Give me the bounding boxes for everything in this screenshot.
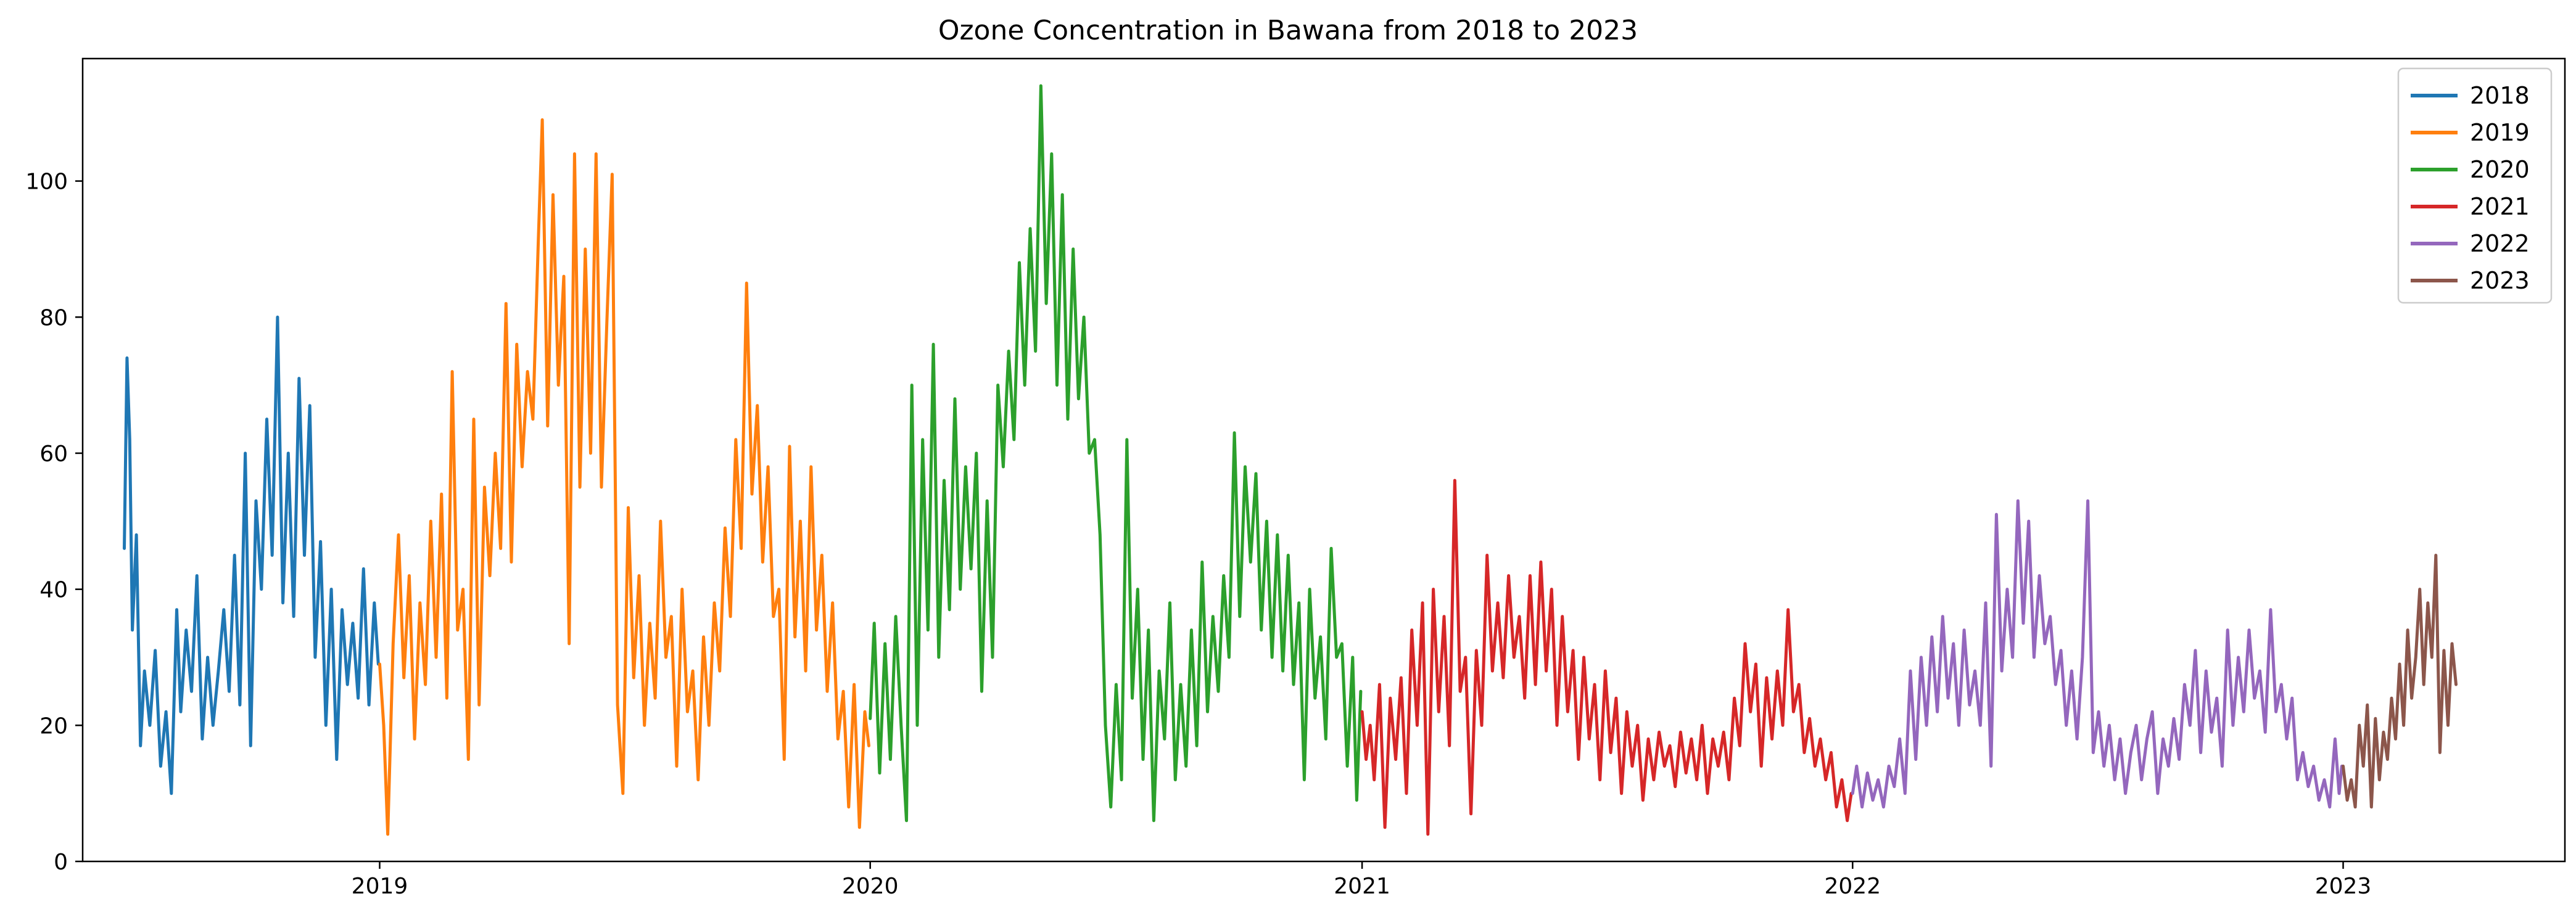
axes-frame [81, 57, 2566, 863]
y-tick-label: 20 [39, 713, 68, 739]
legend-label-2022: 2022 [2470, 230, 2530, 257]
series-line-2018 [123, 315, 380, 795]
y-tick-label: 80 [39, 305, 68, 331]
y-tick-label: 100 [25, 170, 68, 195]
x-axis: 2019 2020 2021 2022 2023 [352, 861, 2372, 899]
plot-area [123, 84, 2458, 836]
series-line-2020 [869, 84, 1363, 823]
legend-label-2023: 2023 [2470, 267, 2530, 294]
y-tick-label: 0 [54, 850, 68, 875]
x-tick-label: 2020 [842, 874, 899, 899]
series-line-2022 [1851, 499, 2343, 809]
x-tick-label: 2019 [352, 874, 408, 899]
legend-label-2020: 2020 [2470, 156, 2530, 183]
chart-title: Ozone Concentration in Bawana from 2018 … [938, 15, 1638, 46]
x-tick-label: 2023 [2315, 874, 2372, 899]
legend-label-2018: 2018 [2470, 82, 2530, 109]
legend-label-2019: 2019 [2470, 119, 2530, 146]
y-tick-label: 60 [39, 442, 68, 467]
series-line-2019 [378, 118, 870, 836]
legend: 2018 2019 2020 2021 2022 2023 [2397, 67, 2553, 304]
legend-label-2021: 2021 [2470, 193, 2530, 220]
series-line-2021 [1360, 478, 1853, 836]
x-tick-label: 2021 [1334, 874, 1390, 899]
y-tick-label: 40 [39, 578, 68, 603]
x-tick-label: 2022 [1824, 874, 1881, 899]
series-line-2023 [2342, 554, 2458, 809]
y-axis: 0 20 40 60 80 100 [25, 170, 83, 875]
